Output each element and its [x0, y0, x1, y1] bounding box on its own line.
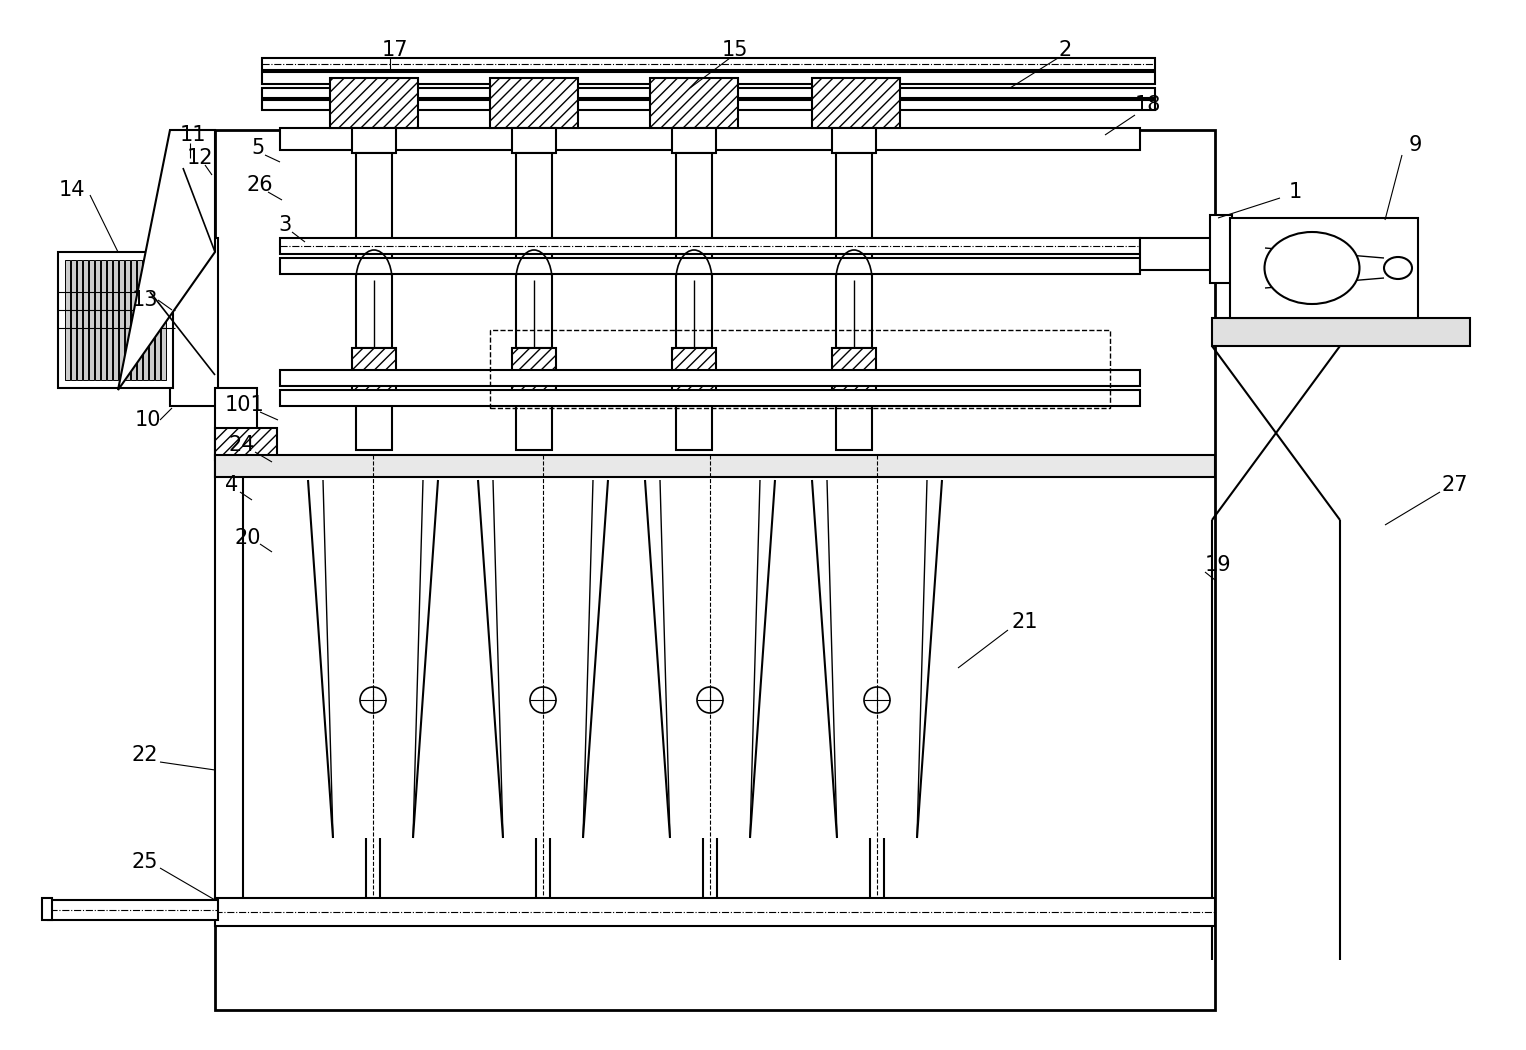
Bar [1212, 318, 1470, 346]
Text: 20: 20 [235, 528, 261, 548]
Bar [513, 128, 555, 153]
Bar [262, 100, 1155, 110]
Bar [279, 258, 1140, 274]
Bar [836, 153, 871, 348]
Bar [215, 898, 1215, 926]
Bar [95, 260, 101, 380]
Text: 22: 22 [131, 746, 159, 765]
Text: 12: 12 [186, 148, 214, 168]
Ellipse shape [1265, 232, 1360, 304]
Text: 24: 24 [229, 435, 255, 455]
Bar [676, 400, 713, 450]
Bar [356, 400, 392, 450]
Text: 15: 15 [722, 40, 748, 60]
Bar [125, 260, 130, 380]
Text: 101: 101 [226, 395, 266, 415]
Text: 11: 11 [180, 125, 206, 145]
Text: 10: 10 [134, 410, 162, 430]
Ellipse shape [1384, 257, 1412, 279]
Bar [516, 153, 552, 348]
Bar [82, 260, 89, 380]
Bar [215, 388, 256, 460]
Bar [72, 260, 76, 380]
Bar [832, 348, 876, 400]
Bar [262, 58, 1155, 70]
Bar [353, 128, 397, 153]
Bar [279, 128, 1140, 150]
Bar [58, 252, 172, 388]
Bar [169, 238, 218, 406]
Bar [113, 260, 118, 380]
Bar [262, 72, 1155, 84]
Text: 14: 14 [58, 180, 85, 200]
Bar [119, 260, 124, 380]
Text: 19: 19 [1204, 555, 1231, 575]
Bar [490, 330, 1109, 408]
Bar [143, 260, 148, 380]
Bar [1210, 215, 1231, 284]
Bar [215, 130, 1215, 1010]
Text: 26: 26 [247, 175, 273, 195]
Bar [356, 153, 392, 348]
Text: 13: 13 [131, 290, 159, 310]
Bar [137, 260, 142, 380]
Bar [156, 260, 160, 380]
Text: 9: 9 [1408, 135, 1422, 155]
Bar [215, 462, 243, 900]
Bar [43, 898, 52, 920]
Bar [353, 348, 397, 400]
Bar [676, 153, 713, 348]
Bar [89, 260, 95, 380]
Bar [1230, 218, 1418, 318]
Bar [76, 260, 82, 380]
Text: 5: 5 [252, 138, 264, 158]
Bar [47, 900, 218, 920]
Bar [262, 88, 1155, 98]
Bar [490, 78, 578, 128]
Text: 1: 1 [1288, 182, 1302, 202]
Bar [215, 455, 1215, 477]
Bar [101, 260, 105, 380]
Bar [150, 260, 154, 380]
Polygon shape [118, 130, 215, 390]
Bar [671, 348, 716, 400]
Bar [107, 260, 111, 380]
Text: 2: 2 [1059, 40, 1071, 60]
Bar [279, 370, 1140, 386]
Text: 4: 4 [226, 475, 238, 495]
Bar [516, 400, 552, 450]
Bar [650, 78, 739, 128]
Bar [836, 400, 871, 450]
Bar [279, 238, 1140, 254]
Bar [66, 260, 70, 380]
Bar [279, 390, 1140, 406]
Bar [131, 260, 136, 380]
Bar [1140, 238, 1212, 270]
Text: 17: 17 [382, 40, 409, 60]
Bar [215, 428, 278, 460]
Text: 25: 25 [131, 852, 159, 872]
Text: 18: 18 [1135, 94, 1161, 116]
Bar [330, 78, 418, 128]
Bar [812, 78, 900, 128]
Bar [671, 128, 716, 153]
Text: 3: 3 [278, 215, 291, 235]
Text: 21: 21 [1012, 612, 1038, 632]
Text: 27: 27 [1442, 475, 1468, 495]
Bar [162, 260, 166, 380]
Bar [513, 348, 555, 400]
Bar [832, 128, 876, 153]
